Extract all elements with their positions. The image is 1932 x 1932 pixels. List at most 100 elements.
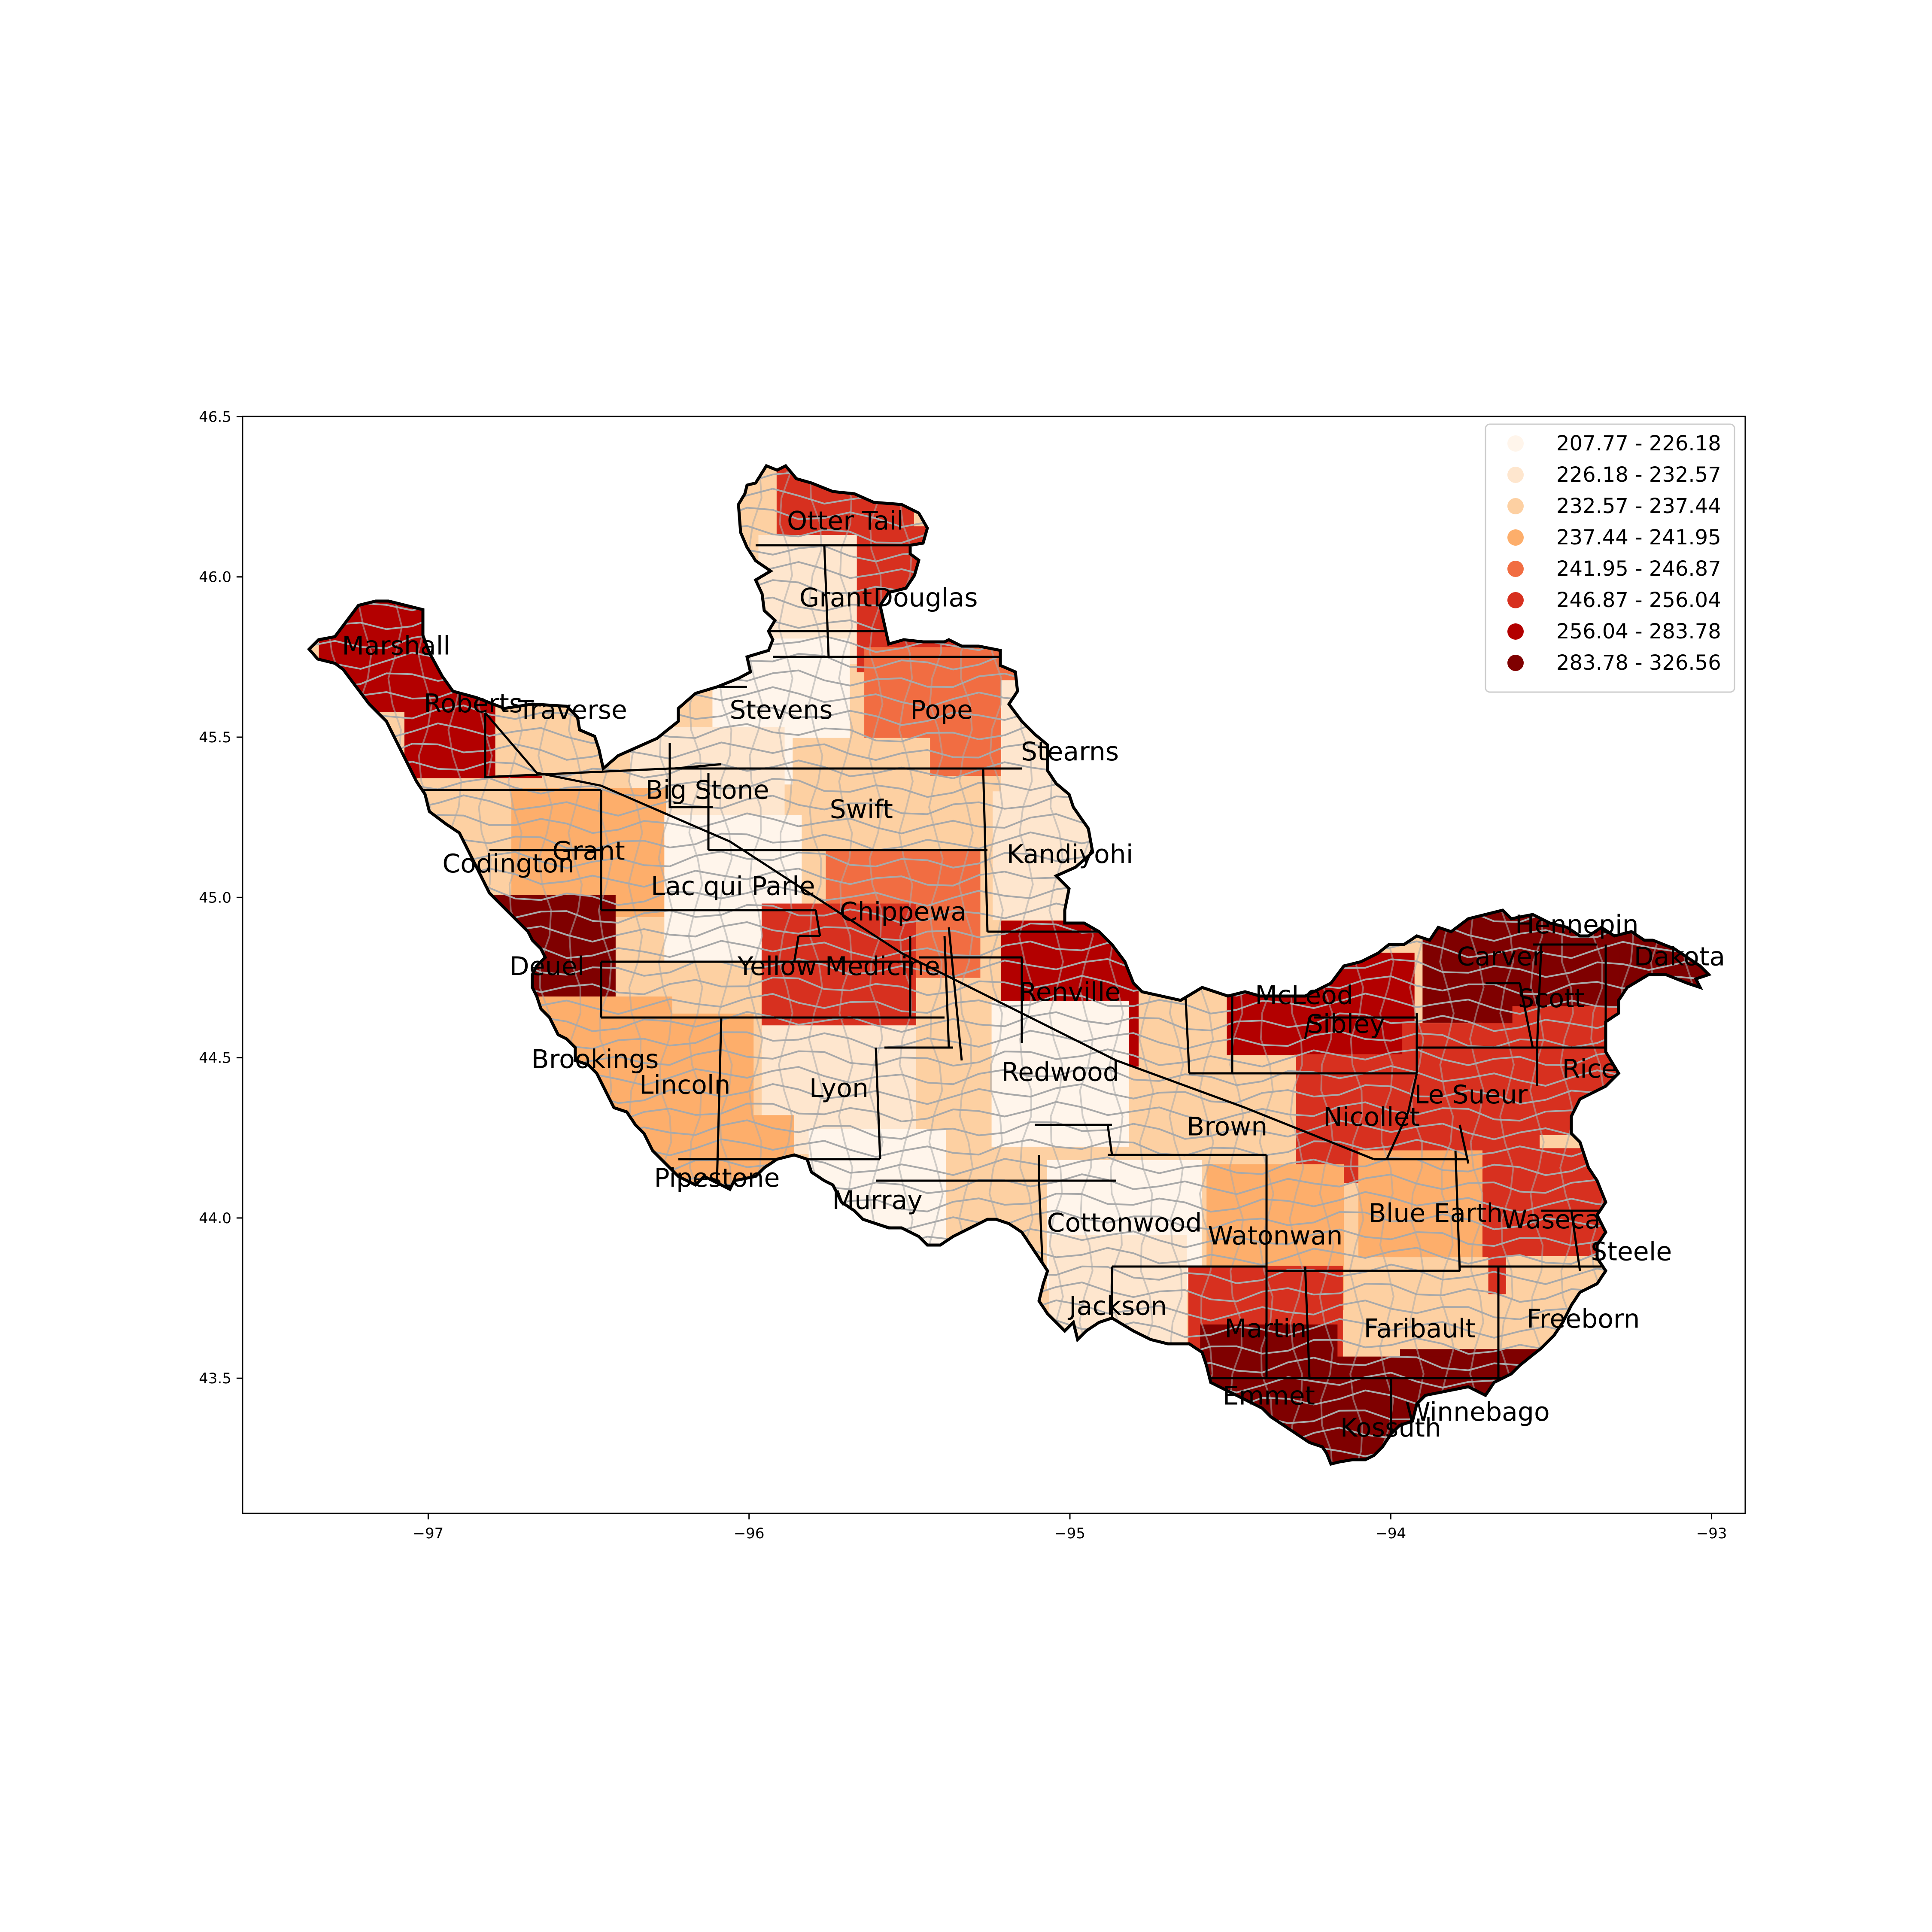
county-label: Lincoln xyxy=(639,1070,731,1100)
legend-box xyxy=(1485,423,1735,693)
legend-marker xyxy=(1507,655,1524,671)
county-label: Big Stone xyxy=(645,775,769,805)
county-label: Brown xyxy=(1187,1112,1267,1142)
county-label: Faribault xyxy=(1364,1314,1475,1344)
legend-entry: 241.95 - 246.87 xyxy=(1556,557,1721,581)
y-tick-label: 46.5 xyxy=(199,408,231,425)
county-boundary xyxy=(1304,1017,1311,1039)
county-label: Watonwan xyxy=(1208,1221,1343,1251)
county-boundary xyxy=(484,712,1374,1160)
county-boundary xyxy=(674,763,722,770)
legend-entry: 226.18 - 232.57 xyxy=(1556,463,1721,487)
county-label: Marshall xyxy=(342,631,450,661)
county-label: Kandiyohi xyxy=(1007,839,1133,869)
county-label: Pipestone xyxy=(654,1163,780,1193)
legend-marker xyxy=(1507,529,1524,546)
plot-area: Otter Tail Grant Douglas Marshall RobertsTra… xyxy=(199,408,1746,1542)
county-boundary xyxy=(1519,983,1534,1048)
y-tick-label: 45.0 xyxy=(199,889,231,906)
county-boundary xyxy=(823,545,830,657)
county-label: McLeod xyxy=(1255,980,1353,1010)
county-label: Codington xyxy=(442,849,574,879)
legend-marker xyxy=(1507,592,1524,608)
legend-entry: 256.04 - 283.78 xyxy=(1556,620,1721,644)
y-axis: 43.5 44.0 44.5 45.0 45.5 46.0 46.5 xyxy=(199,408,243,1387)
county-label: Swift xyxy=(830,794,893,824)
county-boundary xyxy=(943,936,950,1048)
county-boundary xyxy=(1385,1111,1410,1160)
county-label: Traverse xyxy=(517,695,627,725)
county-label: Waseca xyxy=(1502,1205,1601,1235)
county-label: Dakota xyxy=(1634,942,1725,972)
county-label: Emmet xyxy=(1223,1381,1315,1411)
county-label: Rice xyxy=(1562,1054,1617,1084)
legend-entry: 246.87 - 256.04 xyxy=(1556,588,1721,612)
legend-entry: 237.44 - 241.95 xyxy=(1556,526,1721,550)
legend: 207.77 - 226.18 226.18 - 232.57 232.57 - 2… xyxy=(1485,423,1735,693)
county-label: Stearns xyxy=(1021,737,1119,767)
county-label: Jackson xyxy=(1067,1291,1167,1321)
county-boundary xyxy=(814,910,821,936)
y-tick-label: 46.0 xyxy=(199,569,231,586)
county-label: Deuel xyxy=(510,951,585,981)
county-label: Pope xyxy=(910,695,973,725)
county-boundary xyxy=(1454,1150,1461,1271)
county-label: Hennepin xyxy=(1515,910,1639,940)
county-label: Winnebago xyxy=(1405,1397,1549,1427)
county-boundary xyxy=(1304,1266,1311,1379)
region-patch xyxy=(991,1000,1129,1147)
county-label: Roberts xyxy=(424,689,522,719)
x-tick-label: −97 xyxy=(413,1525,444,1542)
axes-frame xyxy=(242,416,1746,1514)
county-label: Lyon xyxy=(809,1073,869,1103)
county-boundary xyxy=(875,1047,881,1160)
county-labels: Otter Tail Grant Douglas Marshall RobertsTra… xyxy=(342,506,1725,1443)
x-tick-label: −94 xyxy=(1375,1525,1406,1542)
county-label: Grant xyxy=(552,836,625,866)
legend-marker xyxy=(1507,561,1524,577)
x-axis: −97 −96 −95 −94 −93 xyxy=(413,1513,1727,1542)
county-label: Steele xyxy=(1591,1237,1672,1267)
county-label: Stevens xyxy=(729,695,832,725)
legend-marker xyxy=(1507,623,1524,640)
county-label: Nicollet xyxy=(1323,1102,1420,1132)
county-boundary xyxy=(1536,944,1543,1048)
county-label: Renville xyxy=(1019,977,1121,1007)
county-label: Kossuth xyxy=(1340,1413,1441,1443)
county-boundary xyxy=(1570,1210,1581,1271)
legend-marker xyxy=(1507,467,1524,483)
basin-outline xyxy=(307,464,1712,1466)
legend-entry: 207.77 - 226.18 xyxy=(1556,431,1721,456)
county-boundary xyxy=(1407,1073,1418,1112)
county-boundary xyxy=(484,713,713,808)
county-label: Murray xyxy=(832,1185,922,1215)
county-label: Freeborn xyxy=(1527,1304,1640,1334)
county-boundary xyxy=(1458,1124,1470,1164)
county-boundary xyxy=(948,927,963,1061)
county-label: Chippewa xyxy=(840,897,967,927)
county-label: Cottonwood xyxy=(1047,1208,1202,1238)
county-label: Douglas xyxy=(873,583,978,613)
y-tick-label: 44.5 xyxy=(199,1050,231,1067)
county-label: Scott xyxy=(1518,984,1585,1014)
county-boundary xyxy=(793,936,800,962)
county-label: Redwood xyxy=(1001,1057,1119,1088)
y-tick-label: 43.5 xyxy=(199,1370,231,1387)
county-label: Otter Tail xyxy=(787,506,904,536)
legend-entry: 283.78 - 326.56 xyxy=(1556,651,1721,675)
y-tick-label: 45.5 xyxy=(199,729,231,746)
x-tick-label: −96 xyxy=(734,1525,765,1542)
county-boundary xyxy=(716,1017,723,1181)
y-tick-label: 44.0 xyxy=(199,1210,231,1227)
county-boundary xyxy=(1106,1124,1113,1155)
county-label: Lac qui Parle xyxy=(651,871,815,901)
county-label: Yellow Medicine xyxy=(737,951,940,981)
county-label: Sibley xyxy=(1307,1009,1385,1039)
legend-marker xyxy=(1507,498,1524,514)
legend-marker xyxy=(1507,435,1524,452)
county-label: Blue Earth xyxy=(1369,1198,1503,1228)
x-tick-label: −93 xyxy=(1696,1525,1727,1542)
county-label: Brookings xyxy=(532,1045,659,1075)
county-label: Martin xyxy=(1224,1314,1306,1344)
